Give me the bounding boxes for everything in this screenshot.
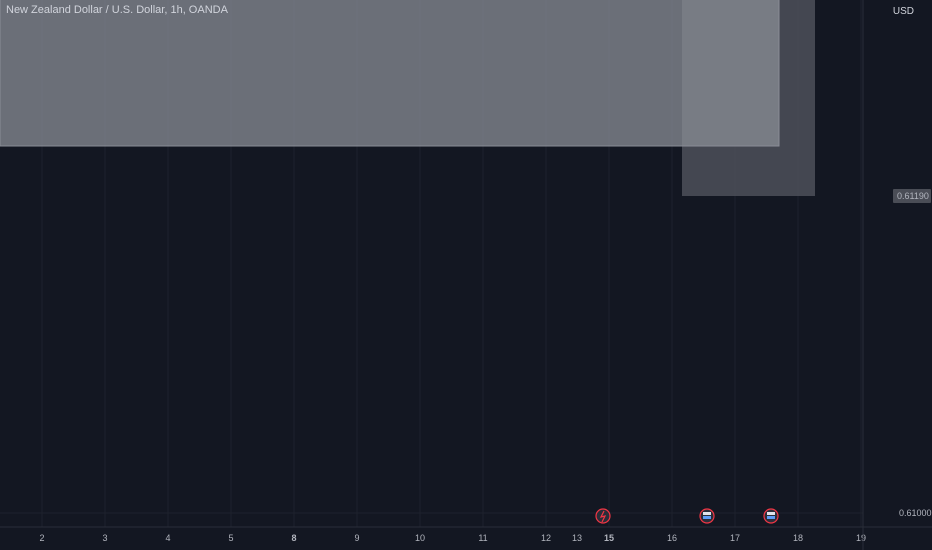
stop-price-label-bg	[893, 189, 931, 203]
time-tick-label: 19	[856, 533, 866, 543]
time-tick-label: 9	[354, 533, 359, 543]
lightning-glyph	[599, 510, 607, 523]
flag-glyph	[703, 516, 711, 519]
demand-zone	[0, 0, 780, 147]
time-tick-label: 8	[291, 533, 296, 543]
stop-price-label: 0.61190	[897, 191, 929, 201]
time-tick-label: 15	[604, 533, 614, 543]
time-tick-label: 12	[541, 533, 551, 543]
time-tick-label: 5	[228, 533, 233, 543]
price-tick-label: 0.61000	[899, 508, 932, 518]
chart-title: New Zealand Dollar / U.S. Dollar, 1h, OA…	[6, 4, 228, 16]
time-tick-label: 3	[102, 533, 107, 543]
time-tick-label: 11	[478, 533, 487, 543]
time-tick-label: 4	[165, 533, 170, 543]
currency-label: USD	[892, 6, 914, 17]
time-tick-label: 16	[667, 533, 677, 543]
time-tick-label: 13	[572, 533, 582, 543]
time-tick-label: 18	[793, 533, 803, 543]
flag-glyph	[703, 512, 711, 515]
flag-glyph	[767, 512, 775, 515]
time-tick-label: 17	[730, 533, 740, 543]
flag-glyph	[767, 516, 775, 519]
time-tick-label: 2	[39, 533, 44, 543]
time-tick-label: 10	[415, 533, 425, 543]
